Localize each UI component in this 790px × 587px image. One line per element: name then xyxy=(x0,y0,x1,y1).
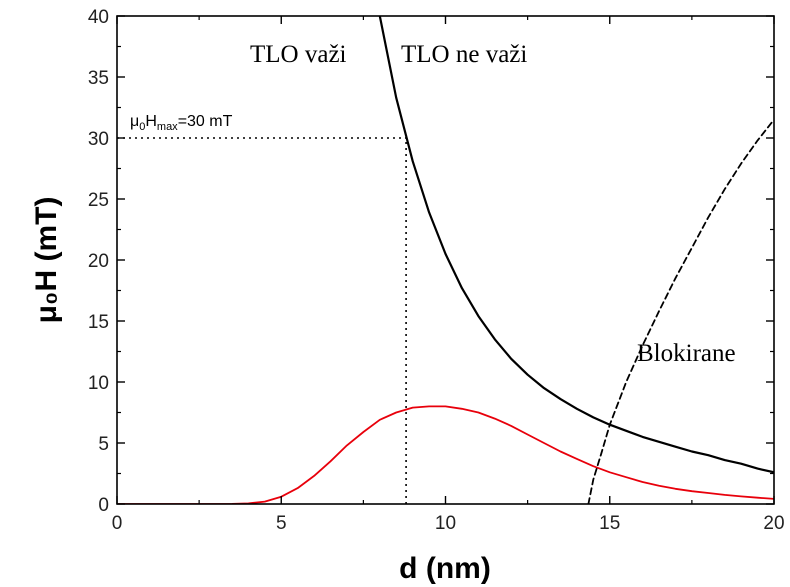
x-tick-label: 0 xyxy=(112,513,123,534)
hmax-value: =30 mT xyxy=(178,113,233,130)
annotation-blocked: Blokirane xyxy=(637,340,736,367)
y-tick-label: 10 xyxy=(88,373,109,394)
y-tick-label: 20 xyxy=(88,251,109,272)
y-tick-label: 5 xyxy=(98,434,109,455)
annotation-tlo-invalid: TLO ne važi xyxy=(401,41,527,68)
ticks-layer: 0 5 10 15 20 0 5 10 15 20 25 30 35 40 xyxy=(88,7,785,534)
x-tick-label: 10 xyxy=(435,513,456,534)
hmax-sub0: 0 xyxy=(139,121,145,133)
lines-layer xyxy=(117,137,407,504)
y-tick-label: 35 xyxy=(88,68,109,89)
annotation-hmax: μ0Hmax=30 mT xyxy=(130,113,233,133)
y-axis-title: μ₀H (mT) xyxy=(30,197,63,324)
y-tick-label: 0 xyxy=(98,495,109,516)
y-tick-label: 40 xyxy=(88,7,109,28)
hmax-submax: max xyxy=(157,121,178,133)
x-tick-label: 15 xyxy=(599,513,620,534)
series-layer xyxy=(117,16,774,504)
hmax-H: H xyxy=(145,113,157,130)
series-black-curve xyxy=(378,16,774,474)
y-tick-label: 25 xyxy=(88,190,109,211)
series-red-curve xyxy=(117,405,774,504)
y-tick-label: 30 xyxy=(88,129,109,150)
series-dashed-curve xyxy=(587,118,774,504)
x-tick-label: 20 xyxy=(763,513,784,534)
annotation-tlo-valid: TLO važi xyxy=(250,41,347,68)
plot-area xyxy=(117,16,774,504)
y-tick-label: 15 xyxy=(88,312,109,333)
hmax-mu: μ xyxy=(130,113,139,130)
x-axis-title: d (nm) xyxy=(399,552,491,585)
x-tick-label: 5 xyxy=(276,513,287,534)
